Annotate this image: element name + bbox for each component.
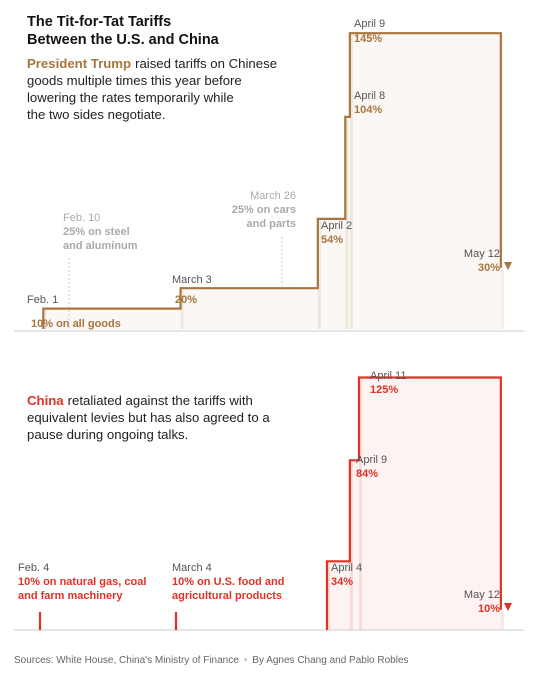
us-fill-segment [317,218,346,329]
china-fill-segment [359,377,501,630]
china-label-mar4-line1: 10% on U.S. food and [172,576,284,588]
us-fill-segment [349,33,501,329]
us-feb10-line1: 25% on steel [63,226,130,238]
us-marks-layer [43,35,504,329]
us-label-apr8-date: April 8 [354,90,385,102]
china-intro-line2: equivalent levies but has also agreed to… [27,410,270,425]
us-label-may12-date: May 12 [464,248,500,260]
us-label-mar3-date: March 3 [172,274,212,286]
china-label-feb4-line2: and farm machinery [18,590,123,602]
us-label-apr9-date: April 9 [354,18,385,30]
footer-byline: By Agnes Chang and Pablo Robles [252,655,408,666]
us-step-line [42,32,502,329]
us-fill-segment [345,116,350,329]
us-intro-line1-rest: raised tariffs on Chinese [135,56,277,71]
us-fill-layer [43,33,501,329]
us-intro-lead: President Trump [27,56,131,71]
us-intro-line3: lowering the rates temporarily while [27,90,234,105]
us-feb10-date: Feb. 10 [63,212,100,224]
china-label-may12-value: 10% [478,603,500,615]
us-label-feb1-date: Feb. 1 [27,294,58,306]
us-feb10-line2: and aluminum [63,240,138,252]
china-label-apr9-value: 84% [356,468,378,480]
china-label-apr4-value: 34% [331,576,353,588]
footer-separator: • [244,655,248,666]
china-marks-layer [326,379,504,630]
footer-sources: Sources: White House, China's Ministry o… [14,655,239,666]
us-label-feb1-value: 10% on all goods [31,318,121,330]
china-label-apr9-date: April 9 [356,454,387,466]
us-mar26-line2: and parts [246,218,296,230]
china-label-feb4-date: Feb. 4 [18,562,49,574]
us-intro-line4: the two sides negotiate. [27,107,166,122]
china-intro-line1: China retaliated against the tariffs with [27,393,253,408]
china-label-mar4-date: March 4 [172,562,212,574]
us-mar26-date: March 26 [250,190,296,202]
footer-line: Sources: White House, China's Ministry o… [14,655,409,666]
china-label-may12-date: May 12 [464,589,500,601]
us-fill-segment [180,288,318,329]
china-label-feb4-line1: 10% on natural gas, coal [18,576,146,588]
us-label-apr2-date: April 2 [321,220,352,232]
china-label-mar4-line2: agricultural products [172,590,282,602]
us-intro-line2: goods multiple times this year before [27,73,242,88]
us-mar26-line1: 25% on cars [232,204,296,216]
china-fill-segment [349,460,360,630]
us-fill-segment [43,308,181,329]
us-label-may12-value: 30% [478,262,500,274]
chart-title-line2: Between the U.S. and China [27,32,220,48]
china-label-apr11-value: 125% [370,384,398,396]
china-intro-line3: pause during ongoing talks. [27,427,188,442]
us-label-apr8-value: 104% [354,104,382,116]
china-arrowhead [504,603,512,611]
china-label-apr4-date: April 4 [331,562,362,574]
us-label-apr9-value: 145% [354,33,382,45]
us-label-mar3-value: 20% [175,294,197,306]
china-step-line [325,376,502,630]
us-intro-line1: President Trump raised tariffs on Chinese [27,56,277,71]
china-label-apr11-date: April 11 [370,370,406,382]
chart-title-line1: The Tit-for-Tat Tariffs [27,14,171,30]
china-fill-layer [326,377,501,630]
china-intro-line1-rest: retaliated against the tariffs with [68,393,253,408]
us-arrowhead [504,262,512,270]
us-label-apr2-value: 54% [321,234,343,246]
china-fill-segment [326,561,350,630]
china-intro-lead: China [27,393,64,408]
